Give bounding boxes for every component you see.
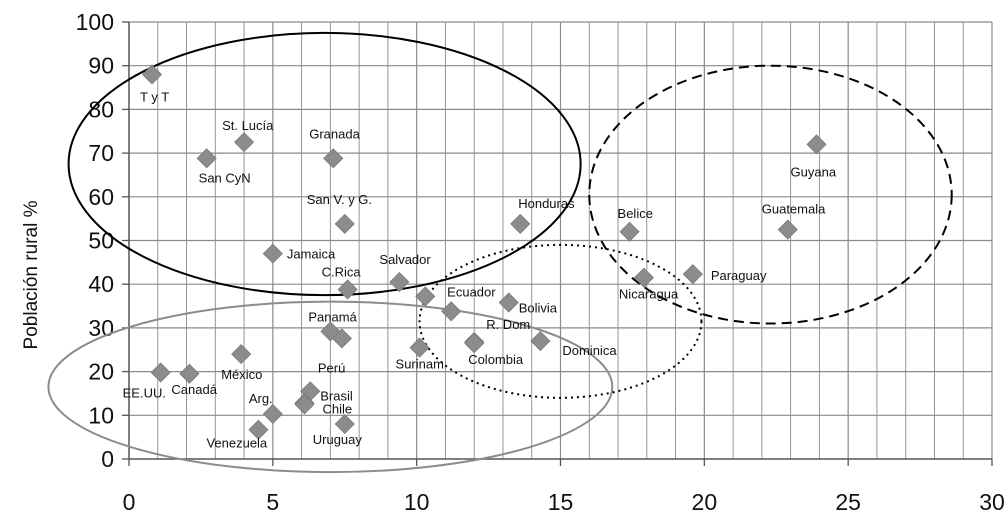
x-tick-label: 10: [404, 489, 430, 515]
point-label: Canadá: [171, 382, 217, 397]
data-point: [179, 363, 200, 384]
data-point: [464, 333, 485, 354]
point-label: Granada: [309, 126, 360, 141]
point-label: México: [221, 367, 262, 382]
data-point: [294, 394, 315, 415]
point-label: Venezuela: [206, 436, 267, 451]
point-label: Salvador: [379, 252, 431, 267]
data-point: [323, 148, 344, 169]
x-tick-label: 15: [548, 489, 574, 515]
data-points: [141, 64, 827, 440]
point-label: Surinam: [396, 357, 444, 372]
point-labels: T y T St. Lucía San CyN Granada San V. y G. J…: [123, 89, 837, 450]
y-tick-label: 40: [88, 271, 114, 297]
point-label: Uruguay: [313, 432, 363, 447]
point-label: San V. y G.: [307, 192, 372, 207]
data-point: [196, 148, 217, 169]
data-point: [262, 243, 283, 264]
x-tick-label: 5: [266, 489, 279, 515]
point-label: Belice: [618, 206, 653, 221]
data-point: [337, 279, 358, 300]
group-ellipse-dashed: [588, 64, 953, 325]
point-label: Colombia: [468, 352, 524, 367]
axes: [122, 21, 993, 466]
group-ellipse-solid: [47, 300, 614, 474]
data-point: [409, 337, 430, 358]
point-label: R. Dom: [486, 317, 530, 332]
x-tick-label: 30: [979, 489, 1005, 515]
point-label: Dominica: [562, 343, 617, 358]
data-point: [389, 271, 410, 293]
data-point: [806, 134, 827, 155]
y-tick-label: 70: [88, 140, 114, 166]
data-point: [619, 221, 640, 242]
point-label: Arg.: [249, 391, 273, 406]
data-point: [231, 344, 252, 365]
point-label: Chile: [322, 401, 352, 416]
data-point: [331, 328, 352, 349]
point-label: Bolivia: [519, 301, 558, 316]
y-tick-label: 0: [101, 446, 114, 472]
data-point: [334, 213, 355, 234]
point-label: T y T: [140, 89, 169, 104]
point-label: C.Rica: [322, 264, 362, 279]
point-label: Ecuador: [447, 284, 496, 299]
group-ellipse-solid: [67, 31, 582, 297]
x-tick-labels: 0 5 10 15 20 25 30: [123, 489, 1005, 515]
group-ellipse-dotted: [418, 243, 703, 399]
y-tick-label: 90: [88, 53, 114, 79]
data-point: [530, 330, 551, 352]
grid: [129, 21, 993, 459]
data-point: [234, 132, 255, 153]
point-label: Guyana: [791, 164, 837, 179]
data-point: [262, 403, 283, 425]
point-label: Guatemala: [762, 202, 826, 217]
point-label: Brasil: [320, 388, 353, 403]
data-point: [248, 419, 269, 440]
point-label: Perú: [318, 360, 345, 375]
data-point: [141, 64, 163, 85]
data-point: [441, 301, 462, 322]
x-tick-label: 0: [123, 489, 136, 515]
data-point: [498, 292, 519, 313]
point-label: Panamá: [308, 309, 357, 324]
data-point: [777, 219, 798, 240]
x-tick-label: 20: [692, 489, 718, 515]
y-tick-label: 100: [76, 9, 114, 35]
y-tick-label: 10: [88, 402, 114, 428]
point-label: St. Lucía: [222, 118, 274, 133]
y-axis-label: Población rural %: [21, 200, 42, 349]
data-point: [682, 264, 703, 285]
point-label: Honduras: [518, 196, 575, 211]
y-tick-label: 50: [88, 228, 114, 254]
data-point: [415, 286, 436, 307]
data-point: [150, 362, 171, 383]
y-tick-label: 60: [88, 184, 114, 210]
point-label: Paraguay: [711, 268, 767, 283]
point-label: EE.UU.: [123, 385, 166, 400]
data-point: [334, 413, 355, 435]
y-tick-label: 20: [88, 359, 114, 385]
data-point: [510, 213, 531, 234]
point-label: San CyN: [199, 170, 251, 185]
data-point: [633, 267, 654, 288]
point-label: Jamaica: [287, 247, 336, 262]
x-tick-label: 25: [835, 489, 861, 515]
group-ellipses: [47, 31, 953, 474]
point-label: Nicaragua: [619, 287, 679, 302]
